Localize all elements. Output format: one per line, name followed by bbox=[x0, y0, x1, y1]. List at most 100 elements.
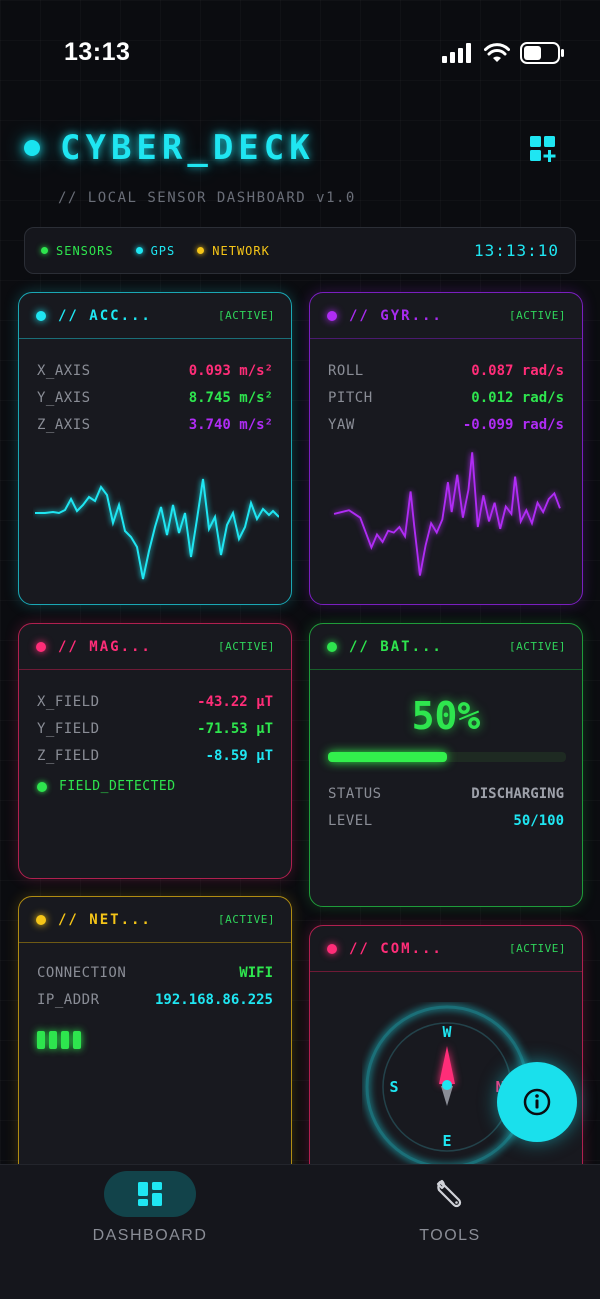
legend-label: NETWORK bbox=[212, 243, 270, 258]
status-badge: [ACTIVE] bbox=[218, 640, 275, 653]
signal-bar bbox=[61, 1031, 69, 1049]
legend-dot bbox=[41, 247, 48, 254]
card-gyroscope[interactable]: // GYR... [ACTIVE] ROLL 0.087 rad/s PITCH… bbox=[309, 292, 583, 605]
card-body: X_FIELD -43.22 µT Y_FIELD -71.53 µT Z_FIEL… bbox=[19, 670, 291, 794]
reading-row: IP_ADDR 192.168.86.225 bbox=[37, 986, 273, 1013]
card-title: // COM... bbox=[349, 940, 443, 957]
reading-row: Z_AXIS 3.740 m/s² bbox=[37, 411, 273, 438]
card-title: // GYR... bbox=[349, 307, 443, 324]
card-header: // BAT... [ACTIVE] bbox=[310, 624, 582, 670]
status-bar: 13:13 bbox=[0, 0, 600, 100]
reading-label: PITCH bbox=[328, 389, 373, 406]
reading-value: -71.53 µT bbox=[197, 720, 273, 737]
card-body: 50% STATUS DISCHARGING LEVEL 50/100 bbox=[310, 670, 582, 834]
card-body: X_AXIS 0.093 m/s² Y_AXIS 8.745 m/s² Z_AXIS… bbox=[19, 339, 291, 438]
reading-value: DISCHARGING bbox=[471, 785, 564, 802]
card-status-dot bbox=[36, 641, 46, 652]
accelerometer-waveform bbox=[35, 478, 279, 580]
reading-label: X_AXIS bbox=[37, 362, 91, 379]
reading-value: 0.087 rad/s bbox=[471, 362, 564, 379]
reading-value: 192.168.86.225 bbox=[154, 991, 273, 1008]
card-accelerometer[interactable]: // ACC... [ACTIVE] X_AXIS 0.093 m/s² Y_AX… bbox=[18, 292, 292, 605]
status-time: 13:13 bbox=[64, 38, 131, 66]
status-badge: [ACTIVE] bbox=[218, 309, 275, 322]
legend-clock: 13:13:10 bbox=[473, 241, 559, 260]
reading-value: -0.099 rad/s bbox=[462, 416, 564, 433]
reading-label: Z_AXIS bbox=[37, 416, 91, 433]
card-status-dot bbox=[327, 310, 337, 321]
reading-label: IP_ADDR bbox=[37, 991, 100, 1008]
card-header: // GYR... [ACTIVE] bbox=[310, 293, 582, 339]
legend-dot bbox=[135, 247, 143, 254]
card-header: // NET... [ACTIVE] bbox=[19, 897, 291, 943]
card-title: // BAT... bbox=[349, 638, 443, 655]
reading-label: LEVEL bbox=[328, 812, 373, 829]
info-icon bbox=[523, 1088, 551, 1116]
reading-value: 50/100 bbox=[513, 812, 564, 829]
reading-label: X_FIELD bbox=[37, 693, 100, 710]
card-title: // MAG... bbox=[58, 638, 152, 655]
reading-value: 8.745 m/s² bbox=[188, 389, 273, 406]
status-badge: [ACTIVE] bbox=[509, 942, 566, 955]
signal-bar bbox=[73, 1031, 81, 1049]
reading-label: CONNECTION bbox=[37, 964, 127, 981]
card-header: // ACC... [ACTIVE] bbox=[19, 293, 291, 339]
legend-label: SENSORS bbox=[56, 243, 114, 258]
status-badge: [ACTIVE] bbox=[509, 309, 566, 322]
tab-label: DASHBOARD bbox=[92, 1227, 208, 1244]
card-body: CONNECTION WIFI IP_ADDR 192.168.86.225 bbox=[19, 943, 291, 1049]
page-title: CYBER_DECK bbox=[60, 128, 315, 168]
compass-label-left: S bbox=[389, 1078, 398, 1096]
signal-strength-bars bbox=[37, 1031, 273, 1049]
cellular-signal-icon bbox=[442, 43, 471, 63]
tab-bar: DASHBOARD TOOLS bbox=[0, 1164, 600, 1299]
tab-tools[interactable]: TOOLS bbox=[350, 1171, 550, 1245]
add-widget-icon[interactable] bbox=[528, 134, 558, 164]
card-magnetometer[interactable]: // MAG... [ACTIVE] X_FIELD -43.22 µT Y_FI… bbox=[18, 623, 292, 879]
reading-row: STATUS DISCHARGING bbox=[328, 780, 564, 807]
card-network[interactable]: // NET... [ACTIVE] CONNECTION WIFI IP_ADD… bbox=[18, 896, 292, 1186]
tab-dashboard-pill[interactable] bbox=[104, 1171, 196, 1217]
legend-dot bbox=[197, 247, 205, 254]
card-title: // NET... bbox=[58, 911, 152, 928]
reading-value: 3.740 m/s² bbox=[188, 416, 273, 433]
signal-bar bbox=[49, 1031, 57, 1049]
wifi-icon bbox=[484, 43, 510, 62]
battery-level-fill bbox=[328, 752, 447, 762]
reading-value: 0.093 m/s² bbox=[188, 362, 273, 379]
legend-label: GPS bbox=[150, 243, 176, 258]
card-status-dot bbox=[327, 943, 337, 954]
signal-bar bbox=[37, 1031, 45, 1049]
reading-value: WIFI bbox=[239, 964, 273, 981]
field-status-label: FIELD_DETECTED bbox=[59, 779, 176, 794]
field-status-dot bbox=[37, 781, 47, 792]
card-body: ROLL 0.087 rad/s PITCH 0.012 rad/s YAW -0.0… bbox=[310, 339, 582, 438]
tab-tools-pill[interactable] bbox=[404, 1171, 496, 1217]
brand-status-dot bbox=[24, 140, 40, 156]
card-compass[interactable]: // COM... [ACTIVE] W E S N bbox=[309, 925, 583, 1185]
reading-row: CONNECTION WIFI bbox=[37, 959, 273, 986]
card-battery[interactable]: // BAT... [ACTIVE] 50% STATUS DISCHARGING… bbox=[309, 623, 583, 907]
compass-label-bottom: E bbox=[442, 1132, 451, 1150]
reading-label: Y_FIELD bbox=[37, 720, 100, 737]
card-status-dot bbox=[36, 310, 46, 321]
compass-label-top: W bbox=[442, 1023, 452, 1041]
reading-label: YAW bbox=[328, 416, 355, 433]
reading-value: -8.59 µT bbox=[205, 747, 273, 764]
reading-row: LEVEL 50/100 bbox=[328, 807, 564, 834]
card-header: // COM... [ACTIVE] bbox=[310, 926, 582, 972]
card-title: // ACC... bbox=[58, 307, 152, 324]
legend-item-sensors: SENSORS bbox=[41, 244, 114, 258]
card-header: // MAG... [ACTIVE] bbox=[19, 624, 291, 670]
reading-row: Y_AXIS 8.745 m/s² bbox=[37, 384, 273, 411]
status-badge: [ACTIVE] bbox=[218, 913, 275, 926]
reading-label: Y_AXIS bbox=[37, 389, 91, 406]
reading-row: ROLL 0.087 rad/s bbox=[328, 357, 564, 384]
reading-label: Z_FIELD bbox=[37, 747, 100, 764]
gyroscope-waveform bbox=[333, 452, 561, 576]
tab-label: TOOLS bbox=[419, 1227, 481, 1244]
info-button[interactable] bbox=[497, 1062, 577, 1142]
battery-icon bbox=[520, 42, 564, 64]
tab-dashboard[interactable]: DASHBOARD bbox=[50, 1171, 250, 1245]
battery-percent: 50% bbox=[411, 694, 481, 738]
